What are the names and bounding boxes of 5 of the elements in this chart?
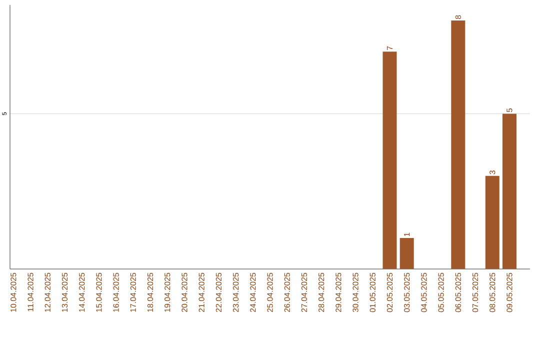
bar bbox=[502, 114, 516, 269]
bar bbox=[485, 176, 500, 269]
bar bbox=[382, 52, 397, 269]
bar bbox=[451, 20, 466, 269]
bar bbox=[400, 238, 414, 269]
